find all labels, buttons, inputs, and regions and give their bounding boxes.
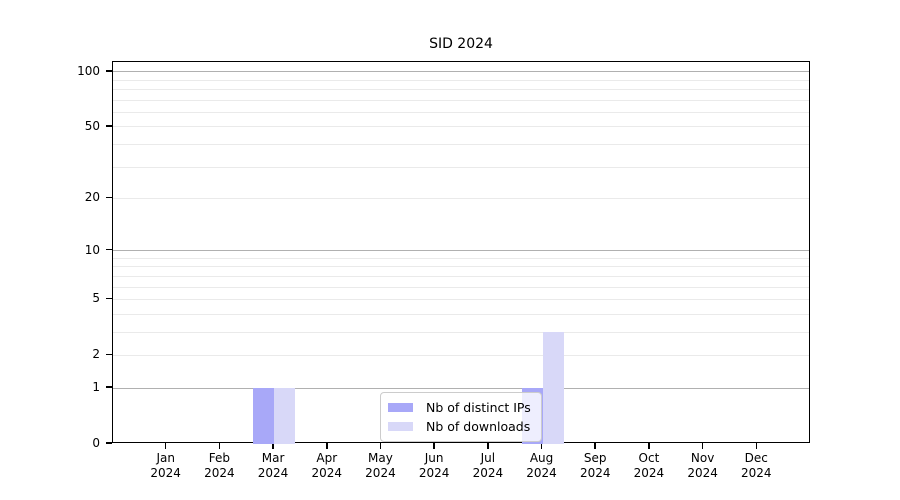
minor-gridline <box>113 99 809 101</box>
x-tick-year: 2024 <box>633 466 665 480</box>
y-tick-label: 5 <box>92 291 100 306</box>
minor-gridline <box>113 166 809 168</box>
legend-swatch-downloads <box>388 422 413 431</box>
y-tick-mark <box>106 196 112 199</box>
legend-item-downloads: Nb of downloads <box>388 417 531 436</box>
x-tick-month: Jul <box>480 451 496 465</box>
x-tick-month: Apr <box>316 451 338 465</box>
x-tick-year: 2024 <box>311 466 343 480</box>
x-tick-mark <box>326 443 328 449</box>
x-tick-mark <box>594 443 596 449</box>
minor-gridline <box>113 266 809 268</box>
x-tick-label: Dec 2024 <box>728 451 784 481</box>
bar-distinct-ips <box>253 388 275 444</box>
y-tick-mark <box>106 297 112 300</box>
minor-gridline <box>113 286 809 288</box>
minor-gridline <box>113 89 809 91</box>
y-tick-label: 50 <box>84 118 100 133</box>
x-tick-year: 2024 <box>741 466 772 480</box>
minor-gridline <box>113 126 809 128</box>
x-tick-month: Feb <box>208 451 230 465</box>
x-tick-month: Nov <box>690 451 715 465</box>
x-tick-label: Jul 2024 <box>460 451 516 481</box>
x-tick-label: Mar 2024 <box>245 451 301 481</box>
x-tick-label: Feb 2024 <box>191 451 247 481</box>
x-tick-mark <box>487 443 489 449</box>
x-tick-month: Jan <box>156 451 175 465</box>
y-tick-label: 100 <box>77 63 100 78</box>
minor-gridline <box>113 298 809 300</box>
x-tick-mark <box>755 443 758 449</box>
x-tick-label: May 2024 <box>352 451 408 481</box>
x-tick-mark <box>379 443 382 449</box>
x-tick-label: Jun 2024 <box>406 451 462 481</box>
plot-area <box>112 61 810 444</box>
x-tick-month: Jun <box>424 451 444 465</box>
y-tick-mark <box>106 386 112 388</box>
x-tick-month: Aug <box>529 451 554 465</box>
x-tick-month: Mar <box>261 451 285 465</box>
x-tick-month: Sep <box>583 451 607 465</box>
x-tick-year: 2024 <box>687 466 718 480</box>
x-tick-year: 2024 <box>418 466 450 480</box>
x-tick-year: 2024 <box>257 466 289 480</box>
x-tick-label: Jan 2024 <box>138 451 194 481</box>
y-tick-mark <box>106 70 112 72</box>
x-tick-year: 2024 <box>150 466 181 480</box>
x-tick-mark <box>648 443 650 449</box>
legend-item-distinct-ips: Nb of distinct IPs <box>388 398 531 417</box>
legend: Nb of distinct IPs Nb of downloads <box>380 392 542 442</box>
legend-label-downloads: Nb of downloads <box>426 419 531 434</box>
x-tick-year: 2024 <box>204 466 235 480</box>
bar-downloads <box>274 388 296 444</box>
minor-gridline <box>113 257 809 259</box>
y-tick-label: 1 <box>92 380 100 395</box>
x-tick-mark <box>272 443 274 449</box>
y-tick-mark <box>106 442 112 444</box>
x-tick-label: Oct 2024 <box>621 451 677 481</box>
minor-gridline <box>113 275 809 277</box>
x-tick-year: 2024 <box>526 466 557 480</box>
x-tick-mark <box>218 443 221 449</box>
y-tick-label: 10 <box>84 242 100 257</box>
legend-swatch-distinct-ips <box>388 403 413 412</box>
minor-gridline <box>113 79 809 81</box>
x-tick-month: Dec <box>744 451 768 465</box>
y-tick-mark <box>106 248 112 251</box>
x-tick-mark <box>164 443 167 449</box>
y-tick-label: 0 <box>92 436 100 450</box>
legend-label-distinct-ips: Nb of distinct IPs <box>426 400 531 415</box>
y-tick-mark <box>106 353 112 356</box>
x-tick-year: 2024 <box>472 466 504 480</box>
x-tick-mark <box>701 443 704 449</box>
minor-gridline <box>113 111 809 113</box>
bar-downloads <box>542 332 564 444</box>
major-gridline <box>113 250 809 252</box>
minor-gridline <box>113 197 809 199</box>
x-tick-mark <box>540 443 543 449</box>
chart-title: SID 2024 <box>429 36 493 52</box>
x-tick-month: Oct <box>638 451 660 465</box>
minor-gridline <box>113 354 809 356</box>
x-tick-year: 2024 <box>365 466 396 480</box>
x-tick-month: May <box>368 451 393 465</box>
x-tick-label: Sep 2024 <box>567 451 623 481</box>
y-tick-label: 20 <box>84 190 100 205</box>
x-tick-mark <box>433 443 435 449</box>
y-tick-label: 2 <box>92 347 100 362</box>
minor-gridline <box>113 331 809 333</box>
y-tick-mark <box>106 125 112 127</box>
x-tick-label: Aug 2024 <box>514 451 570 481</box>
minor-gridline <box>113 313 809 315</box>
x-tick-label: Apr 2024 <box>299 451 355 481</box>
minor-gridline <box>113 143 809 145</box>
major-gridline <box>113 387 809 389</box>
x-tick-label: Nov 2024 <box>675 451 731 481</box>
major-gridline <box>113 71 809 73</box>
x-tick-year: 2024 <box>579 466 611 480</box>
